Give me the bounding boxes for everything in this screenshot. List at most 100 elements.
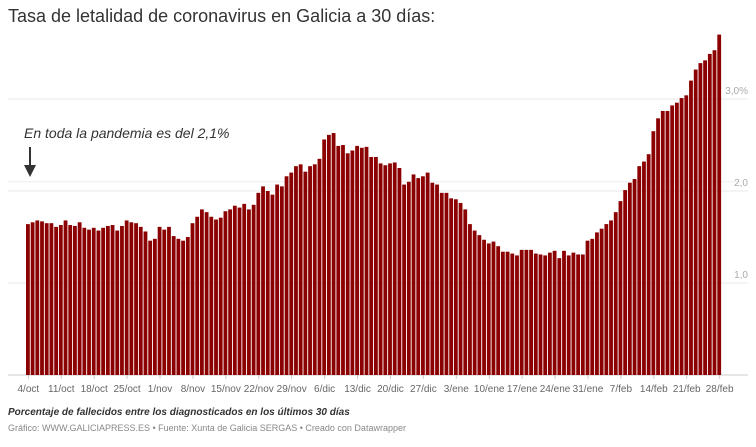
bar	[402, 184, 407, 375]
bar	[195, 216, 200, 375]
bar	[693, 69, 698, 375]
bar	[679, 98, 684, 375]
bar	[143, 231, 148, 375]
x-tick-label: 13/dic	[344, 384, 371, 395]
bar	[167, 226, 171, 375]
bar	[214, 219, 218, 375]
bar	[491, 241, 496, 375]
bar	[44, 223, 49, 375]
bar	[717, 34, 722, 375]
bar	[439, 192, 444, 375]
x-tick-label: 17/ene	[507, 384, 538, 395]
bar	[350, 150, 355, 375]
bar	[364, 146, 369, 375]
bar	[303, 171, 308, 375]
bar	[336, 145, 341, 375]
x-tick-label: 20/dic	[377, 384, 404, 395]
bar	[435, 184, 439, 375]
bar	[134, 223, 138, 375]
bar	[157, 226, 162, 375]
bar	[580, 254, 585, 375]
bar	[505, 251, 510, 375]
bar	[482, 239, 486, 375]
x-tick-label: 22/nov	[244, 384, 274, 395]
bar	[656, 118, 660, 375]
bar	[270, 194, 275, 375]
bar	[463, 209, 468, 375]
bar	[670, 105, 675, 375]
bar	[49, 223, 54, 375]
x-tick-label: 3/ene	[444, 384, 469, 395]
bar	[665, 110, 670, 376]
bar	[632, 179, 637, 375]
bar	[369, 156, 374, 375]
bar	[500, 251, 505, 375]
x-tick-label: 4/oct	[18, 384, 40, 395]
bar	[261, 186, 265, 375]
bar	[585, 240, 590, 375]
bar	[609, 220, 613, 375]
bar	[209, 216, 214, 375]
bar	[562, 250, 566, 375]
bar	[190, 223, 195, 375]
bar	[105, 225, 110, 375]
x-tick-label: 7/feb	[610, 384, 633, 395]
bar	[223, 211, 228, 375]
bar	[604, 224, 609, 375]
bar	[73, 225, 77, 375]
bar	[218, 217, 223, 375]
bar	[200, 209, 204, 375]
bar	[256, 192, 261, 375]
bar	[538, 254, 543, 375]
bar	[430, 182, 435, 375]
bar	[331, 133, 336, 375]
bar	[533, 253, 538, 375]
bar	[148, 240, 153, 375]
chart-credit: Gráfico: WWW.GALICIAPRESS.ES • Fuente: X…	[8, 423, 406, 433]
bar	[26, 224, 30, 375]
bar	[425, 172, 430, 375]
bar	[510, 253, 515, 375]
bar	[458, 202, 463, 375]
bar	[548, 252, 552, 375]
bar	[378, 163, 383, 375]
bar	[279, 186, 284, 375]
bar	[707, 53, 712, 376]
bar	[698, 63, 703, 376]
bar	[529, 249, 533, 375]
bar	[298, 164, 303, 375]
bar	[110, 225, 115, 375]
bar	[646, 154, 651, 375]
bar	[54, 226, 59, 375]
bar	[599, 228, 604, 375]
x-tick-label: 28/feb	[706, 384, 734, 395]
bar	[58, 225, 63, 375]
bar	[228, 209, 233, 375]
bar	[486, 243, 491, 375]
bar	[421, 176, 425, 375]
bar	[651, 131, 656, 375]
x-tick-label: 29/nov	[277, 384, 307, 395]
bar	[312, 164, 317, 375]
bar	[524, 249, 529, 375]
bar	[590, 238, 595, 375]
bar	[68, 225, 73, 375]
x-tick-label: 6/dic	[314, 384, 335, 395]
bar	[275, 184, 280, 375]
bar	[453, 199, 458, 375]
bar	[595, 232, 599, 375]
bar	[406, 181, 411, 375]
bar	[566, 255, 571, 375]
bar	[576, 254, 581, 375]
y-tick-label: 1,0	[734, 270, 748, 281]
bar	[185, 237, 190, 375]
x-tick-label: 18/oct	[81, 384, 108, 395]
bar	[449, 198, 454, 375]
y-tick-label: 3,0%	[725, 86, 748, 97]
bar	[284, 176, 289, 375]
bar	[392, 162, 397, 375]
bar	[87, 229, 91, 375]
bar	[684, 95, 689, 375]
bar	[120, 225, 124, 375]
